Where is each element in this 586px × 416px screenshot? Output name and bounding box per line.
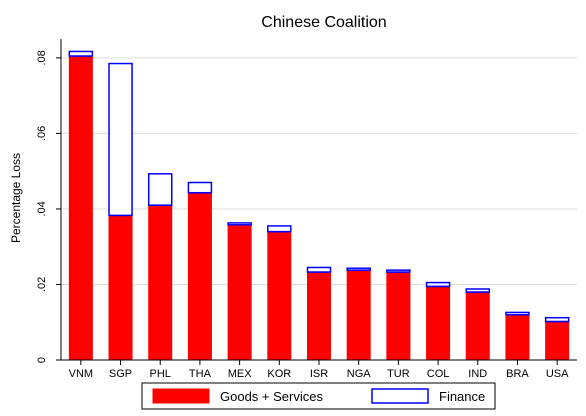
y-tick-label: .08	[36, 50, 48, 65]
x-tick-label: ISR	[310, 368, 328, 380]
bar-finance-tha	[187, 181, 213, 194]
plot-area: 0 .02 .04 .06 .08 VNM SGP PHL THA MEX KOR ISR NGA TUR…	[36, 39, 577, 380]
x-tick-label: VNM	[69, 368, 93, 380]
x-tick-label: BRA	[506, 368, 529, 380]
y-tick-label: .02	[36, 277, 48, 292]
bar-finance-phl	[147, 173, 173, 206]
bar-goods-services-nga	[346, 269, 371, 361]
bar-goods-services-col	[426, 285, 451, 361]
x-tick-label: COL	[427, 368, 450, 380]
bar-goods-services-usa	[545, 320, 570, 361]
legend-swatch-goods-services	[152, 388, 210, 404]
x-tick-label: PHL	[150, 368, 171, 380]
bar-goods-services-tur	[386, 271, 411, 361]
bar-finance-vnm	[68, 50, 94, 57]
bar-finance-mex	[227, 222, 252, 226]
legend: Goods + Services Finance	[141, 382, 496, 410]
bar-goods-services-phl	[148, 204, 173, 361]
bar-goods-services-tha	[187, 192, 212, 361]
x-tick-label: MEX	[228, 368, 253, 380]
bar-finance-sgp	[108, 62, 133, 217]
bar-finance-tur	[386, 269, 411, 273]
legend-label-goods-services: Goods + Services	[220, 389, 323, 404]
y-axis-label: Percentage Loss	[9, 153, 23, 243]
legend-swatch-finance	[371, 388, 429, 404]
bar-finance-nga	[346, 267, 371, 271]
bar-goods-services-bra	[505, 314, 530, 361]
bar-finance-usa	[544, 316, 570, 323]
bar-goods-services-vnm	[68, 55, 93, 361]
bar-goods-services-isr	[306, 271, 332, 361]
y-tick-label: .06	[36, 126, 48, 141]
bar-finance-isr	[306, 266, 332, 273]
chart-title: Chinese Coalition	[261, 14, 386, 31]
bar-goods-services-sgp	[108, 214, 133, 361]
y-tick-label: 0	[36, 357, 48, 363]
bar-finance-col	[425, 281, 451, 288]
bar-finance-kor	[267, 225, 292, 233]
x-tick-label: IND	[468, 368, 487, 380]
x-tick-label: NGA	[347, 368, 372, 380]
bar-goods-services-ind	[465, 291, 490, 361]
x-tick-label: THA	[189, 368, 212, 380]
y-tick-label: .04	[36, 201, 48, 216]
legend-label-finance: Finance	[439, 389, 485, 404]
x-tick-label: KOR	[267, 368, 291, 380]
x-tick-label: TUR	[387, 368, 410, 380]
bar-goods-services-kor	[267, 231, 292, 361]
bar-finance-ind	[465, 288, 491, 293]
x-tick-label: SGP	[109, 368, 132, 380]
bar-finance-bra	[505, 311, 530, 316]
bar-goods-services-mex	[227, 224, 252, 361]
x-tick-label: USA	[546, 368, 569, 380]
